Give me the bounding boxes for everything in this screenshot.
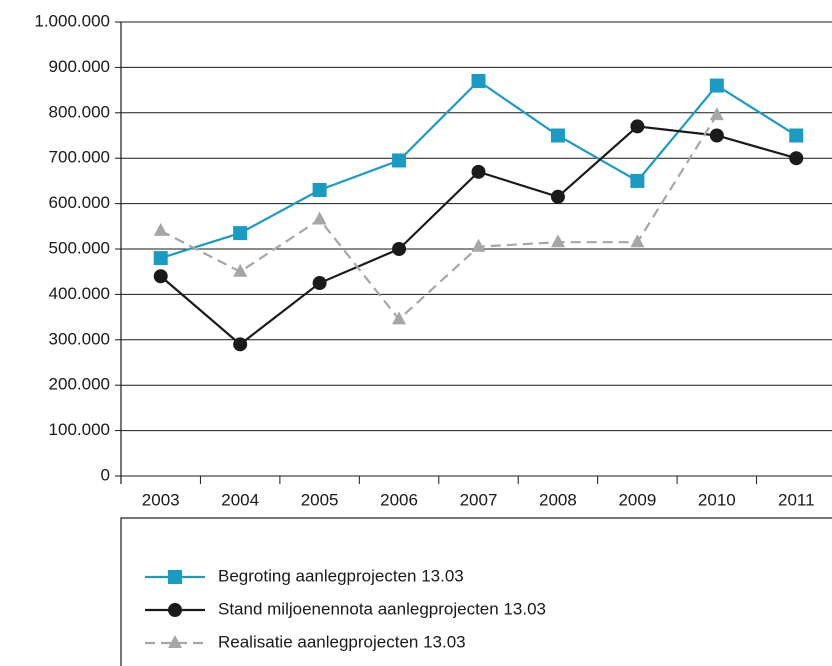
marker-triangle <box>312 211 327 225</box>
x-tick-label: 2006 <box>380 490 418 509</box>
y-tick-label: 800.000 <box>49 102 110 121</box>
y-tick-label: 0 <box>101 465 110 484</box>
y-tick-label: 900.000 <box>49 57 110 76</box>
marker-circle <box>471 164 486 179</box>
y-tick-label: 400.000 <box>49 284 110 303</box>
marker-triangle <box>233 263 248 277</box>
marker-circle <box>168 603 182 617</box>
y-tick-label: 600.000 <box>49 193 110 212</box>
marker-triangle <box>709 107 724 121</box>
y-tick-label: 500.000 <box>49 238 110 257</box>
x-tick-label: 2007 <box>460 490 498 509</box>
legend-label: Begroting aanlegprojecten 13.03 <box>218 566 464 585</box>
y-tick-label: 200.000 <box>49 375 110 394</box>
marker-triangle <box>471 238 486 252</box>
x-tick-label: 2008 <box>539 490 577 509</box>
marker-square <box>168 570 182 584</box>
y-tick-label: 700.000 <box>49 148 110 167</box>
legend-label: Realisatie aanlegprojecten 13.03 <box>218 632 466 651</box>
marker-triangle <box>392 311 407 325</box>
marker-square <box>630 173 645 188</box>
x-tick-label: 2009 <box>618 490 656 509</box>
marker-triangle <box>153 222 168 236</box>
marker-square <box>153 251 168 266</box>
marker-triangle <box>168 635 182 648</box>
marker-circle <box>709 128 724 143</box>
x-tick-label: 2003 <box>142 490 180 509</box>
x-tick-label: 2005 <box>301 490 339 509</box>
marker-circle <box>392 242 407 256</box>
marker-circle <box>789 151 804 166</box>
legend-label: Stand miljoenennota aanlegprojecten 13.0… <box>218 599 546 618</box>
marker-circle <box>550 189 565 204</box>
marker-circle <box>153 269 168 284</box>
marker-circle <box>233 337 248 352</box>
marker-circle <box>630 119 645 134</box>
marker-square <box>471 74 486 89</box>
marker-square <box>789 128 804 143</box>
marker-square <box>233 226 248 241</box>
y-tick-label: 300.000 <box>49 329 110 348</box>
marker-square <box>392 153 407 168</box>
x-tick-label: 2011 <box>778 490 815 509</box>
series-line <box>160 114 718 321</box>
y-tick-label: 100.000 <box>49 420 110 439</box>
marker-square <box>312 182 327 197</box>
series-line <box>160 125 797 346</box>
x-tick-label: 2004 <box>221 490 259 509</box>
marker-square <box>550 128 565 143</box>
marker-triangle <box>630 234 645 248</box>
marker-square <box>709 78 724 93</box>
x-tick-label: 2010 <box>698 490 736 509</box>
legend-box <box>120 517 832 666</box>
marker-triangle <box>550 234 565 248</box>
y-tick-label: 1.000.000 <box>34 11 110 30</box>
marker-circle <box>312 276 327 291</box>
